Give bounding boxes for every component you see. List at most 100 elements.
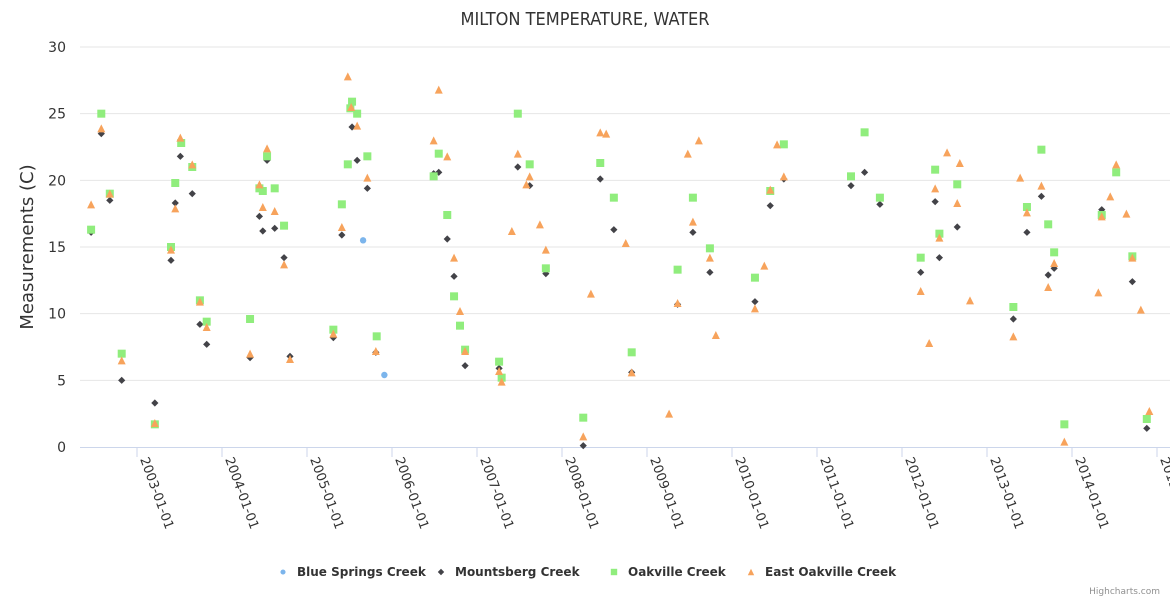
data-point — [917, 268, 925, 276]
x-tick-label: 2011-01-01 — [816, 455, 856, 531]
data-point — [705, 244, 714, 253]
data-point — [461, 347, 470, 355]
legend-item-east-oakville-creek[interactable]: East Oakville Creek — [747, 565, 897, 579]
data-point — [931, 184, 940, 193]
legend-label[interactable]: Blue Springs Creek — [297, 565, 427, 579]
data-point — [683, 149, 692, 158]
series-mountsberg-creek — [87, 123, 1151, 450]
legend: Blue Springs Creek Mountsberg Creek Oakvil… — [280, 565, 897, 579]
data-point — [935, 233, 944, 242]
data-point — [363, 184, 371, 192]
legend-item-oakville-creek[interactable]: Oakville Creek — [610, 565, 727, 579]
data-point — [579, 413, 588, 422]
data-point — [117, 349, 126, 358]
data-point — [705, 253, 714, 262]
data-point — [1122, 209, 1131, 218]
data-point — [507, 227, 516, 235]
data-point — [246, 315, 255, 323]
data-point — [270, 184, 279, 193]
data-point — [689, 228, 697, 236]
data-point — [495, 367, 504, 375]
data-point — [688, 217, 697, 226]
legend-item-mountsberg-creek[interactable]: Mountsberg Creek — [437, 565, 581, 579]
data-point — [443, 211, 452, 219]
data-point — [258, 203, 267, 211]
data-point — [750, 304, 759, 313]
data-point — [353, 121, 362, 130]
data-point — [525, 160, 534, 169]
data-point — [246, 349, 255, 358]
data-point — [1037, 192, 1045, 200]
data-point — [1106, 192, 1115, 201]
data-point — [860, 128, 869, 137]
y-axis-label: Measurements (C) — [17, 164, 38, 329]
data-point — [1128, 253, 1137, 262]
y-tick-label: 5 — [57, 373, 66, 389]
data-point — [461, 362, 469, 370]
data-point — [450, 253, 459, 262]
data-point — [541, 264, 550, 273]
data-point — [429, 172, 438, 181]
data-points — [87, 72, 1154, 450]
data-point — [935, 254, 943, 262]
data-point — [347, 103, 356, 111]
data-point — [371, 347, 380, 355]
series-blue-springs-creek — [359, 237, 388, 379]
data-point — [955, 159, 964, 167]
data-point — [602, 129, 611, 138]
data-point — [450, 272, 458, 280]
x-tick-label: 2006-01-01 — [391, 455, 431, 531]
x-tick-label: 2012-01-01 — [901, 455, 941, 531]
data-point — [1136, 305, 1145, 314]
legend-label[interactable]: Oakville Creek — [628, 565, 727, 579]
data-point — [943, 148, 952, 157]
data-point — [1098, 206, 1106, 214]
data-point — [1142, 415, 1151, 423]
data-point — [286, 355, 294, 363]
data-point — [255, 180, 264, 189]
data-point — [966, 296, 974, 305]
data-point — [541, 245, 550, 254]
data-point — [1097, 212, 1106, 221]
data-point — [343, 160, 352, 169]
data-point — [1023, 228, 1031, 236]
data-point — [610, 226, 618, 234]
x-tick-label: 2013-01-01 — [986, 455, 1026, 531]
data-point — [1009, 332, 1018, 341]
data-point — [1044, 283, 1053, 291]
triangle-icon — [747, 568, 755, 576]
circle-icon — [280, 569, 286, 575]
legend-label[interactable]: East Oakville Creek — [765, 565, 897, 579]
data-point — [525, 172, 534, 181]
data-point — [171, 204, 180, 213]
data-point — [535, 220, 544, 229]
data-point — [497, 377, 506, 386]
data-point — [443, 235, 451, 243]
series-east-oakville-creek — [87, 72, 1154, 446]
data-point — [876, 200, 884, 208]
data-point — [596, 128, 605, 137]
data-point — [1112, 160, 1121, 169]
x-tick-label: 2015-01-01 — [1156, 455, 1170, 531]
data-point — [1143, 424, 1151, 432]
data-point — [953, 199, 962, 207]
legend-item-blue-springs-creek[interactable]: Blue Springs Creek — [280, 565, 427, 579]
y-tick-label: 10 — [48, 307, 66, 323]
y-axis-ticks: 0 5 10 15 20 25 30 — [48, 40, 66, 456]
y-tick-label: 25 — [48, 107, 66, 123]
data-point — [359, 237, 367, 244]
legend-label[interactable]: Mountsberg Creek — [455, 565, 581, 579]
data-point — [434, 85, 443, 94]
x-tick-label: 2014-01-01 — [1071, 455, 1111, 531]
data-point — [337, 200, 346, 209]
data-point — [87, 225, 96, 234]
data-point — [1009, 303, 1018, 311]
data-point — [627, 368, 636, 377]
x-tick-label: 2010-01-01 — [731, 455, 771, 531]
credits-link[interactable]: Highcharts.com — [1089, 587, 1160, 597]
data-point — [596, 159, 605, 167]
data-point — [280, 254, 288, 262]
data-point — [150, 419, 159, 427]
data-point — [353, 156, 361, 164]
data-point — [97, 124, 106, 133]
